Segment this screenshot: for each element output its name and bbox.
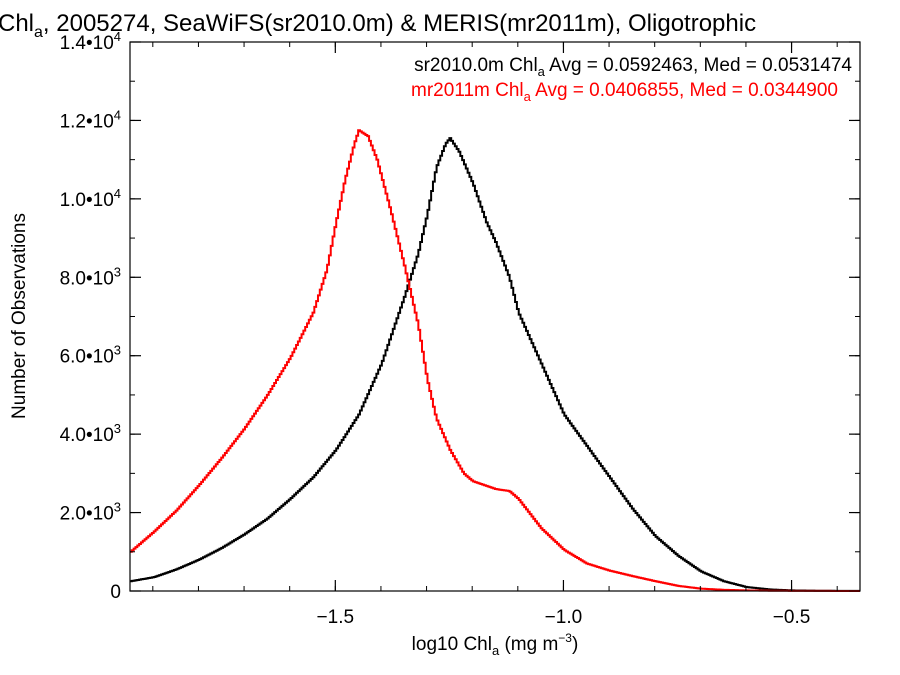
x-axis-label: log10 Chla (mg m−3): [412, 631, 579, 658]
x-tick-label: −1.5: [317, 607, 355, 628]
chart-title: Chla, 2005274, SeaWiFS(sr2010.0m) & MERI…: [0, 10, 756, 41]
x-tick-label: −1.0: [545, 607, 583, 628]
y-tick-label: 2.0•103: [60, 500, 121, 525]
y-tick-label: 8.0•103: [60, 264, 121, 289]
axis-layer: −1.5 −1.0 −0.5 0 2.0•103 4.0•103 6.0•103 8.0•10…: [60, 29, 860, 628]
y-tick-label: 4.0•103: [60, 421, 121, 446]
y-tick-label: 1.4•104: [60, 29, 121, 54]
series-layer: [130, 129, 860, 592]
series-line-mr2011m: [130, 129, 860, 592]
y-tick-label: 1.0•104: [60, 186, 121, 211]
legend-entry-sr2010: sr2010.0m Chla Avg = 0.0592463, Med = 0.…: [414, 55, 852, 79]
plot-frame: [129, 41, 861, 592]
y-tick-label: 6.0•103: [60, 343, 121, 368]
legend-entry-mr2011: mr2011m Chla Avg = 0.0406855, Med = 0.03…: [411, 80, 838, 104]
x-tick-label: −0.5: [773, 607, 811, 628]
series-line-sr2010.0m: [130, 137, 860, 592]
y-axis-label: Number of Observations: [9, 213, 30, 419]
y-tick-label: 1.2•104: [60, 107, 121, 132]
y-tick-label: 0: [110, 582, 121, 603]
